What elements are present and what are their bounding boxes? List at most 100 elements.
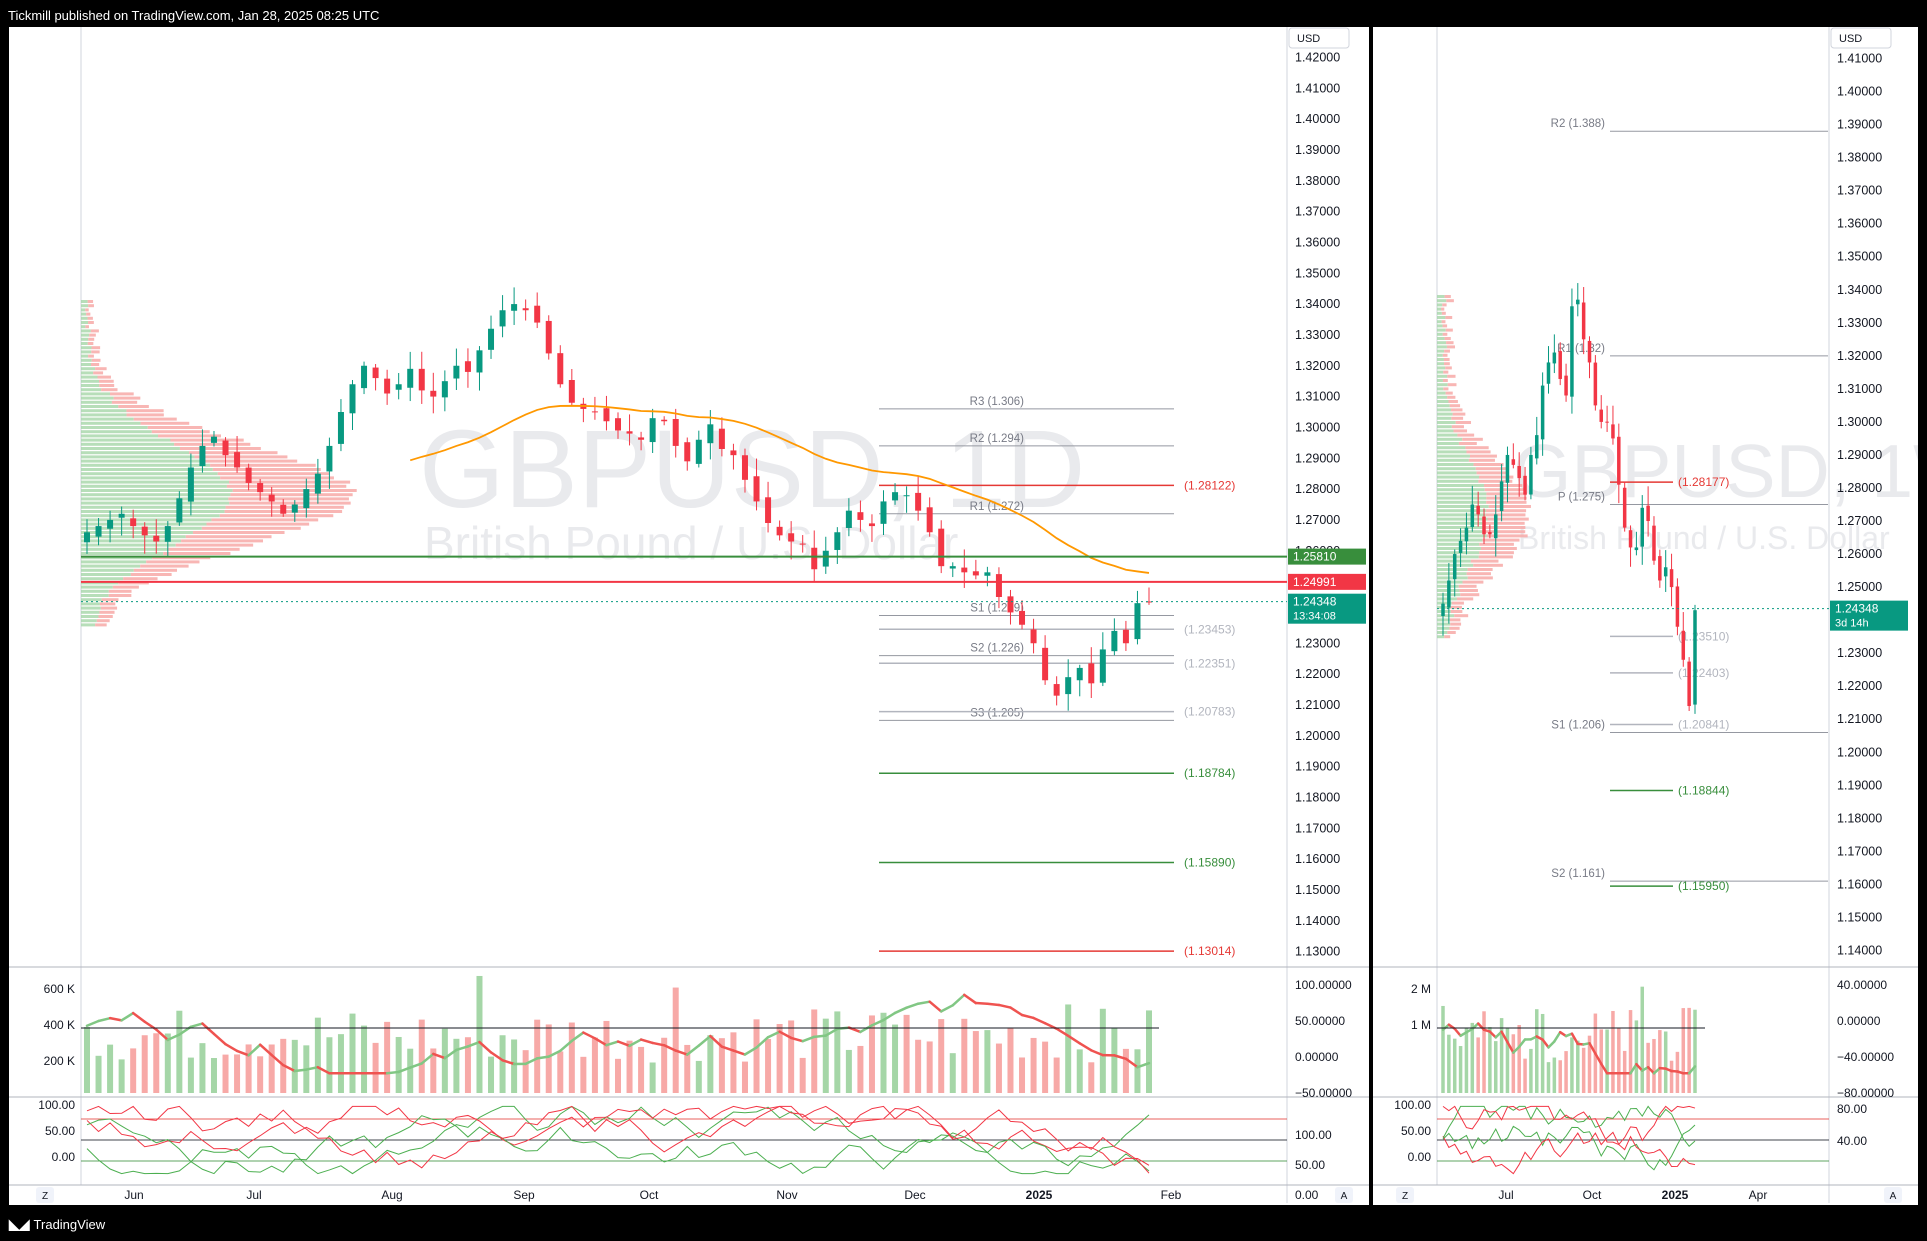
candle-body xyxy=(476,350,483,373)
oscillator-segment xyxy=(789,1036,804,1043)
oscillator-segment xyxy=(489,1051,504,1062)
level-label: (1.15890) xyxy=(1184,855,1235,869)
volume-bar xyxy=(615,1058,621,1093)
candle-body xyxy=(1470,504,1475,528)
volume-bar xyxy=(892,1024,899,1093)
oscillator-segment xyxy=(743,1046,758,1056)
candle-body xyxy=(1558,351,1562,379)
oscillator-segment xyxy=(974,1001,989,1005)
price-axis-label: 1.15000 xyxy=(1295,883,1340,897)
volume-bar xyxy=(418,1019,425,1093)
tradingview-logo-icon[interactable]: ◣◢ xyxy=(9,1215,30,1232)
level-label: (1.23453) xyxy=(1184,622,1235,636)
price-axis-label: 1.27000 xyxy=(1837,514,1882,528)
footer-brand[interactable]: TradingView xyxy=(33,1216,106,1232)
volume-bar xyxy=(534,1019,541,1093)
candle-body xyxy=(718,428,725,449)
volume-bar xyxy=(395,1036,402,1093)
oscillator-axis-label: 50.00000 xyxy=(1295,1014,1345,1028)
volume-bar xyxy=(1599,1029,1603,1093)
candle-body xyxy=(545,320,552,354)
volume-bar xyxy=(765,1038,772,1093)
oscillator-segment xyxy=(224,1042,239,1053)
volume-bar xyxy=(1122,1048,1129,1093)
oscillator-segment xyxy=(201,1022,216,1036)
candle-body xyxy=(1564,375,1568,396)
price-axis-label: 1.31000 xyxy=(1837,382,1882,396)
candle-body xyxy=(765,497,772,523)
price-axis-label: 1.32000 xyxy=(1295,359,1340,373)
oscillator-segment xyxy=(1494,1030,1503,1039)
stoch-axis-label: 100.00 xyxy=(38,1098,75,1112)
candle-body xyxy=(1505,454,1510,483)
volume-bar xyxy=(164,1033,171,1093)
price-axis-label: 1.34000 xyxy=(1295,297,1340,311)
chart-panel-daily[interactable]: GBPUSD, 1D British Pound / U.S. Dollar USD… xyxy=(9,27,1369,1205)
volume-bar xyxy=(1511,1034,1516,1093)
candle-body xyxy=(1552,352,1557,364)
price-axis-label: 1.31000 xyxy=(1295,390,1340,404)
level-label: (1.28122) xyxy=(1184,478,1235,492)
oscillator-segment xyxy=(1599,1062,1609,1075)
oscillator-segment xyxy=(824,1027,839,1037)
volume-axis-label: 600 K xyxy=(44,982,75,996)
stoch-line xyxy=(86,1105,1150,1175)
volume-bar xyxy=(1622,1050,1627,1093)
candle-body xyxy=(1663,567,1668,577)
oscillator-segment xyxy=(559,1039,574,1053)
candle-body xyxy=(418,368,425,391)
volume-bar xyxy=(1552,1057,1557,1093)
oscillator-segment xyxy=(697,1034,712,1047)
volume-bar xyxy=(245,1044,252,1093)
candle-body xyxy=(903,495,910,497)
price-axis-label: 1.19000 xyxy=(1837,778,1882,792)
chart-canvas-weekly[interactable]: GBPUSD, 1W British Pound / U.S. Dollar USD… xyxy=(1373,27,1927,1205)
volume-bar xyxy=(1587,1035,1592,1093)
candle-body xyxy=(1111,630,1118,652)
volume-bar xyxy=(222,1054,229,1093)
candle-body xyxy=(210,436,217,443)
price-axis-label: 1.41000 xyxy=(1837,52,1882,66)
oscillator-segment xyxy=(1113,1054,1128,1061)
candle-body xyxy=(1122,629,1129,644)
volume-bar xyxy=(822,1018,829,1093)
corner-button-a: A xyxy=(1890,1191,1897,1202)
oscillator-segment xyxy=(686,1044,701,1056)
oscillator-segment xyxy=(963,993,978,1005)
volume-bar xyxy=(257,1056,264,1093)
volume-bar xyxy=(1523,1058,1527,1093)
oscillator-segment xyxy=(1136,1061,1151,1069)
price-axis-label: 1.33000 xyxy=(1295,328,1340,342)
price-axis-label: 1.17000 xyxy=(1295,821,1340,835)
volume-bar xyxy=(984,1030,991,1093)
candle-body xyxy=(1030,629,1037,644)
time-axis-label: Jul xyxy=(246,1188,261,1202)
candle-body xyxy=(430,390,437,397)
watermark-symbol: GBPUSD, 1W xyxy=(1513,429,1918,513)
candle-body xyxy=(464,361,471,372)
footer: ◣◢ TradingView xyxy=(9,1214,105,1234)
oscillator-segment xyxy=(155,1028,170,1042)
oscillator-segment xyxy=(235,1049,250,1057)
watermark-name: British Pound / U.S. Dollar xyxy=(1518,520,1890,556)
candle-body xyxy=(1447,580,1451,608)
candle-body xyxy=(268,494,275,502)
publish-header: Tickmill published on TradingView.com, J… xyxy=(8,8,380,23)
oscillator-segment xyxy=(501,1059,516,1066)
candle-body xyxy=(1646,505,1650,522)
volume-bar xyxy=(903,1014,910,1093)
pivot-label: R2 (1.388) xyxy=(1551,118,1606,130)
oscillator-segment xyxy=(270,1053,285,1067)
oscillator-segment xyxy=(1500,1030,1509,1044)
candle-body xyxy=(499,310,506,327)
time-axis-label: Jul xyxy=(1498,1188,1513,1202)
chart-panel-weekly[interactable]: GBPUSD, 1W British Pound / U.S. Dollar USD… xyxy=(1373,27,1927,1205)
volume-bar xyxy=(153,1033,160,1093)
candle-body xyxy=(1529,454,1533,495)
svg-text:1.24991: 1.24991 xyxy=(1293,575,1337,589)
candle-body xyxy=(187,467,194,502)
time-axis-label: Sep xyxy=(513,1188,535,1202)
time-axis-label: Oct xyxy=(640,1188,659,1202)
price-axis-label: 1.30000 xyxy=(1837,415,1882,429)
